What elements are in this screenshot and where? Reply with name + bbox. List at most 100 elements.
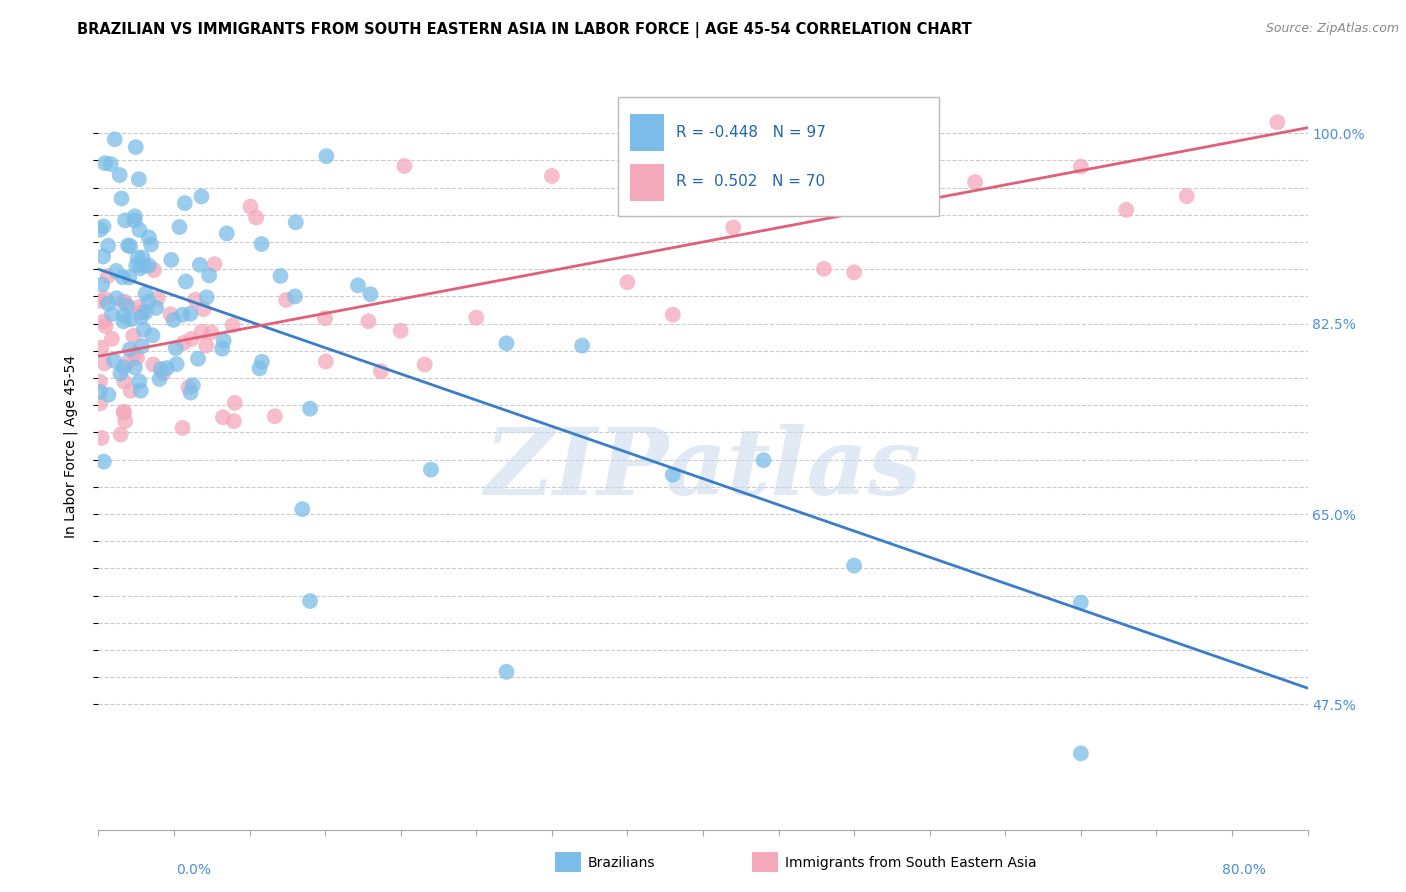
Point — [156, 361, 179, 376]
Point — [115, 299, 138, 313]
Point — [97, 388, 120, 402]
Point — [110, 427, 132, 442]
Point — [131, 339, 153, 353]
Point — [212, 334, 235, 348]
Point — [195, 290, 218, 304]
Point — [114, 295, 136, 310]
Point — [89, 293, 111, 308]
Point — [132, 322, 155, 336]
Point — [918, 199, 941, 213]
Point — [284, 289, 307, 303]
Point — [360, 287, 382, 301]
Point — [224, 396, 246, 410]
Point — [172, 421, 194, 435]
Point — [94, 156, 117, 170]
Point — [143, 263, 166, 277]
Point — [122, 329, 145, 343]
Point — [245, 211, 267, 225]
Point — [118, 343, 141, 357]
Point — [120, 384, 142, 398]
Point — [141, 328, 163, 343]
Point — [315, 149, 337, 163]
Point — [211, 342, 233, 356]
Point — [118, 270, 141, 285]
Point — [100, 157, 122, 171]
Point — [212, 410, 235, 425]
Point — [128, 172, 150, 186]
Point — [129, 305, 152, 319]
Point — [184, 293, 207, 307]
Point — [465, 310, 488, 325]
Point — [1267, 115, 1289, 129]
Point — [661, 308, 683, 322]
Point — [571, 339, 593, 353]
Point — [752, 453, 775, 467]
Point — [250, 355, 273, 369]
Point — [169, 220, 191, 235]
Point — [124, 210, 146, 224]
Point — [91, 277, 114, 292]
Point — [111, 294, 134, 309]
Point — [495, 336, 517, 351]
Point — [420, 463, 443, 477]
Point — [104, 132, 127, 146]
Point — [124, 360, 146, 375]
Point — [125, 140, 148, 154]
Point — [124, 213, 146, 227]
Point — [125, 258, 148, 272]
Point — [723, 220, 745, 235]
Point — [844, 558, 866, 573]
Point — [370, 364, 392, 378]
Point — [139, 237, 162, 252]
Point — [152, 367, 174, 381]
Point — [112, 406, 135, 420]
Point — [110, 367, 132, 381]
Point — [162, 313, 184, 327]
Point — [129, 261, 152, 276]
Text: R =  0.502   N = 70: R = 0.502 N = 70 — [676, 174, 825, 189]
Point — [239, 200, 262, 214]
Point — [394, 159, 416, 173]
Point — [97, 268, 120, 283]
Point — [149, 362, 172, 376]
Point — [177, 380, 200, 394]
Point — [540, 169, 562, 183]
Point — [89, 375, 111, 389]
Point — [1175, 189, 1198, 203]
Point — [222, 414, 245, 428]
Point — [91, 250, 114, 264]
Point — [190, 325, 212, 339]
Point — [122, 347, 145, 361]
Point — [138, 230, 160, 244]
Point — [413, 358, 436, 372]
Point — [299, 401, 322, 416]
Point — [347, 278, 370, 293]
Point — [221, 318, 243, 333]
Point — [93, 356, 115, 370]
Point — [291, 502, 314, 516]
Text: BRAZILIAN VS IMMIGRANTS FROM SOUTH EASTERN ASIA IN LABOR FORCE | AGE 45-54 CORRE: BRAZILIAN VS IMMIGRANTS FROM SOUTH EASTE… — [77, 22, 972, 38]
Point — [90, 431, 112, 445]
Point — [94, 319, 117, 334]
Point — [101, 307, 124, 321]
Point — [114, 414, 136, 428]
Point — [131, 310, 153, 324]
Point — [160, 252, 183, 267]
Point — [276, 293, 298, 307]
Text: R = -0.448   N = 97: R = -0.448 N = 97 — [676, 125, 827, 140]
Point — [128, 300, 150, 314]
Point — [89, 396, 111, 410]
Point — [117, 355, 139, 369]
Point — [269, 268, 291, 283]
Text: Brazilians: Brazilians — [588, 855, 655, 870]
Point — [249, 361, 271, 376]
Bar — [630, 114, 664, 151]
Point — [110, 192, 132, 206]
Point — [357, 314, 380, 328]
Point — [114, 213, 136, 227]
Point — [250, 237, 273, 252]
Point — [172, 308, 194, 322]
Point — [127, 351, 149, 365]
Bar — [630, 164, 664, 201]
Point — [159, 307, 181, 321]
